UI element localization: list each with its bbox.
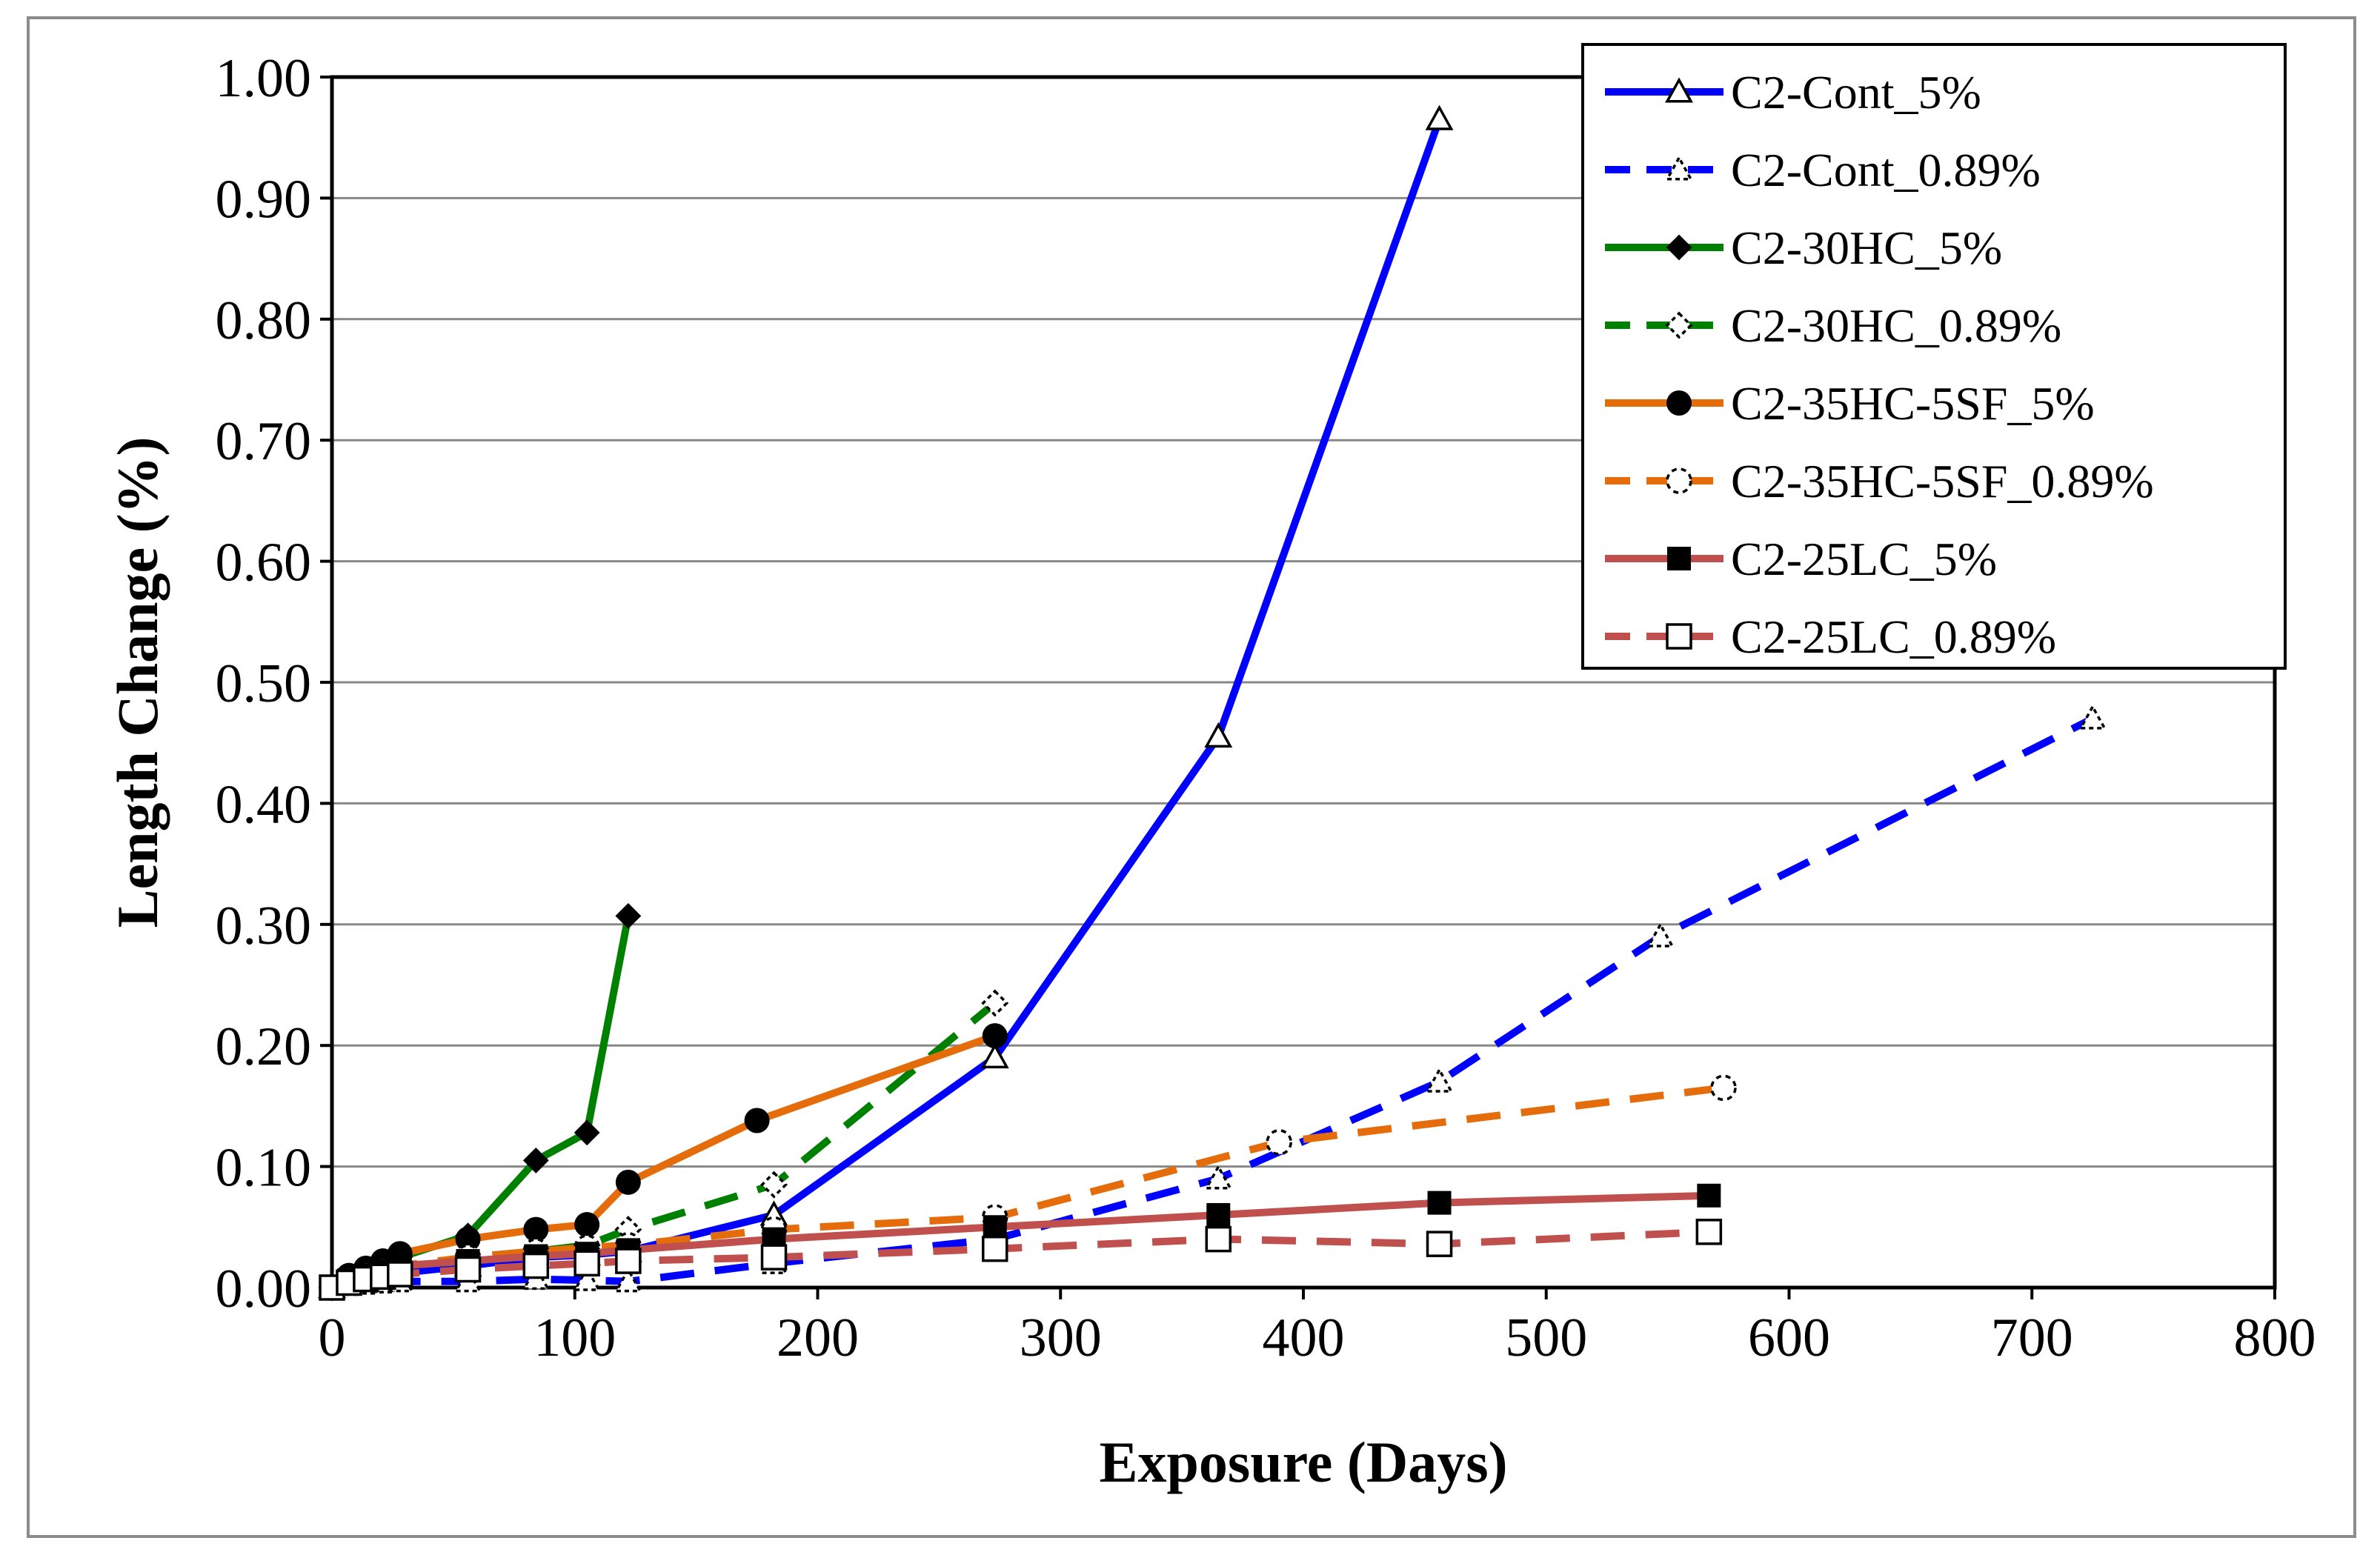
y-tick-label: 0.10 (216, 1138, 312, 1199)
data-point (1204, 722, 1233, 748)
x-tick-label: 400 (1263, 1308, 1345, 1368)
x-tick-label: 100 (533, 1308, 616, 1368)
data-point (615, 902, 642, 929)
legend-label: C2-25LC_0.89% (1731, 610, 2056, 663)
y-tick-label: 0.70 (216, 411, 312, 472)
data-point (523, 1216, 549, 1242)
series-line (330, 1228, 1709, 1291)
y-tick-label: 0.20 (216, 1016, 312, 1077)
data-point (574, 1119, 600, 1146)
legend-entry: C2-30HC_0.89% (1605, 299, 2061, 352)
legend-swatch-marker (1665, 311, 1693, 339)
data-point (760, 1171, 788, 1199)
data-point (615, 1248, 642, 1274)
y-tick-label: 0.50 (216, 653, 312, 714)
y-tick-label: 1.00 (216, 48, 312, 109)
legend-entry: C2-30HC_5% (1605, 222, 2002, 274)
data-point (573, 1265, 602, 1291)
x-tick-label: 700 (1991, 1308, 2073, 1368)
data-point (522, 1148, 549, 1173)
legend-label: C2-35HC-5SF_0.89% (1731, 455, 2154, 507)
legend-box (1581, 43, 2287, 670)
data-point (980, 1042, 1009, 1069)
y-tick-label: 0.40 (216, 774, 312, 835)
y-tick-label: 0.30 (216, 896, 312, 956)
data-point (1266, 1129, 1292, 1156)
legend-label: C2-Cont_5% (1731, 66, 1981, 119)
x-tick-label: 800 (2234, 1308, 2316, 1368)
data-point (614, 1267, 642, 1293)
x-tick-label: 0 (319, 1308, 346, 1368)
legend-entry: C2-Cont_0.89% (1605, 144, 2041, 196)
legend-entry: C2-35HC-5SF_0.89% (1605, 455, 2154, 507)
data-point (387, 1261, 413, 1288)
x-tick-label: 500 (1505, 1308, 1587, 1368)
data-point (1425, 104, 1454, 130)
legend-swatch-marker (1665, 155, 1693, 181)
data-point (1697, 1183, 1721, 1208)
legend-label: C2-25LC_5% (1731, 533, 1997, 585)
x-tick-label: 200 (777, 1308, 859, 1368)
legend-entry: C2-25LC_0.89% (1605, 610, 2056, 663)
data-point (983, 1215, 1007, 1239)
legend-swatch-marker (1665, 77, 1693, 103)
data-point (574, 1250, 600, 1277)
legend-swatch-marker (1666, 234, 1692, 261)
data-point (760, 1244, 788, 1271)
data-point (615, 1169, 641, 1195)
x-axis-title: Exposure (Days) (1099, 1430, 1507, 1494)
data-point (982, 1235, 1008, 1262)
legend-label: C2-35HC-5SF_5% (1731, 377, 2095, 430)
data-point (1646, 922, 1675, 948)
x-tick-label: 600 (1748, 1308, 1830, 1368)
legend: C2-Cont_5% C2-Cont_0.89% C2-30HC_5% C2-30HC… (1581, 43, 2287, 670)
data-point (522, 1252, 550, 1279)
legend-swatch-marker (1666, 390, 1692, 416)
legend-entry: C2-35HC-5SF_5% (1605, 377, 2095, 430)
data-point (1425, 1067, 1454, 1093)
legend-label: C2-Cont_0.89% (1731, 144, 2041, 196)
data-point (2078, 704, 2107, 730)
data-point (455, 1226, 481, 1252)
legend-label: C2-30HC_0.89% (1731, 299, 2061, 352)
data-point (1426, 1231, 1453, 1257)
series-line (331, 715, 2095, 1291)
data-point (1710, 1074, 1737, 1102)
data-point (454, 1256, 482, 1283)
legend-label: C2-30HC_5% (1731, 222, 2002, 274)
data-point (1206, 1202, 1231, 1227)
y-tick-label: 0.60 (216, 533, 312, 593)
data-point (744, 1108, 770, 1133)
data-point (574, 1212, 600, 1238)
legend-swatch-marker (1666, 467, 1692, 494)
data-point (1204, 1164, 1233, 1190)
y-tick-label: 0.00 (216, 1259, 312, 1319)
y-tick-label: 0.90 (216, 169, 312, 230)
series-C2-25LC_0.89% (319, 1219, 1723, 1301)
data-point (1427, 1191, 1452, 1215)
data-point (982, 1023, 1008, 1049)
legend-entry: C2-25LC_5% (1605, 533, 1997, 585)
axis-ticks: 0.00 0.10 0.20 0.30 0.40 0.50 0.60 0.70 0.80 0.90… (216, 48, 2316, 1368)
legend-swatch-marker (1667, 547, 1691, 570)
data-point (1205, 1225, 1232, 1253)
series-layer (318, 104, 2107, 1302)
y-axis-title: Length Change (%) (105, 436, 170, 928)
legend-entry: C2-Cont_5% (1605, 66, 1981, 119)
y-tick-label: 0.80 (216, 290, 312, 351)
data-point (981, 989, 1009, 1017)
legend-swatch-marker (1666, 623, 1692, 650)
x-tick-label: 300 (1020, 1308, 1102, 1368)
data-point (1695, 1219, 1723, 1245)
